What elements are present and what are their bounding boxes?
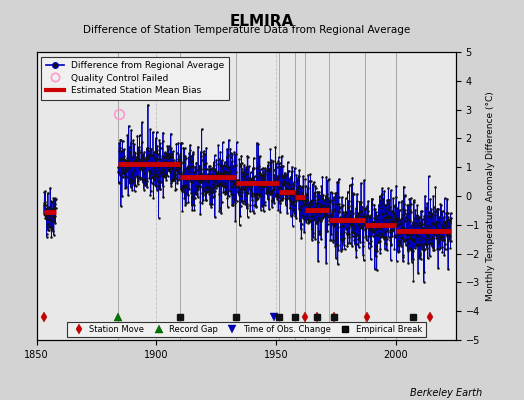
Title: Difference of Station Temperature Data from Regional Average: Difference of Station Temperature Data f…: [83, 24, 410, 34]
Y-axis label: Monthly Temperature Anomaly Difference (°C): Monthly Temperature Anomaly Difference (…: [486, 91, 495, 301]
Legend: Station Move, Record Gap, Time of Obs. Change, Empirical Break: Station Move, Record Gap, Time of Obs. C…: [67, 322, 425, 337]
Text: ELMIRA: ELMIRA: [230, 14, 294, 29]
Text: Berkeley Earth: Berkeley Earth: [410, 388, 482, 398]
